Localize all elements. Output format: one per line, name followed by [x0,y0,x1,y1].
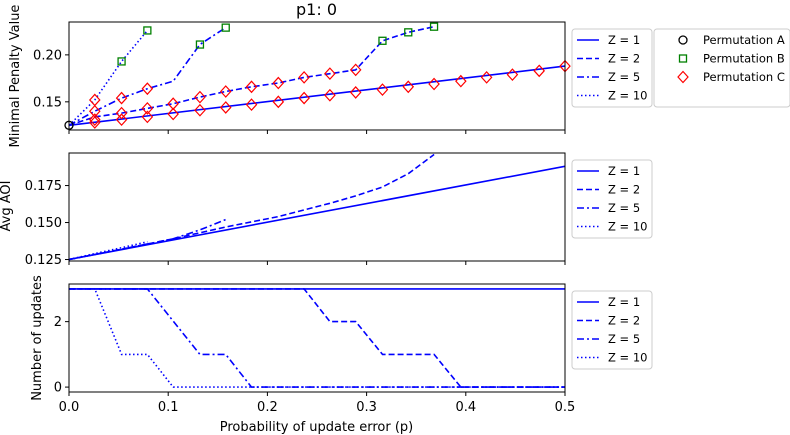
marker-permutation-b [221,23,230,32]
series-line-3 [69,218,226,261]
legend-label: Z = 2 [608,183,640,197]
plot-frame [68,152,566,262]
legend-label: Z = 5 [608,332,640,346]
panel-1: 0.15 0.20 Z = 1 Z = 2 Z = 5 Z = 10 Permutation… [33,21,790,134]
legend-label: Permutation A [703,33,785,47]
marker-permutation-b [143,26,152,35]
legend-label: Permutation C [703,70,785,84]
marker-permutation-c [298,91,310,105]
marker-permutation-c [402,80,415,94]
marker-permutation-c [115,106,128,120]
legend-label: Z = 2 [608,314,640,328]
marker-permutation-c [272,76,285,90]
series-line-1 [69,165,565,261]
legend-marker [678,35,688,45]
marker-permutation-c [141,102,154,115]
y-tick-label: 2 [54,315,62,330]
marker-permutation-c [141,82,154,96]
x-tick-label: 0.0 [59,400,80,415]
marker-permutation-c [428,77,440,91]
panel-3: 0 2 0.0 0.1 0.2 0.3 0.4 0.5 Z = 1 Z = 2 Z = 5 Z = 1… [54,283,653,415]
marker-permutation-c [298,71,310,84]
y-tick-label: 0.175 [25,179,62,194]
marker-permutation-c [506,68,519,81]
legend-label: Z = 2 [608,52,640,66]
x-tick-label: 0.3 [356,400,377,415]
series-line-2 [69,153,435,261]
marker-permutation-c [245,80,258,94]
marker-permutation-b [404,28,413,37]
series-line-4 [69,241,148,261]
legend-label: Z = 10 [608,89,647,103]
marker-permutation-c [272,95,285,109]
legend-box [571,28,653,108]
x-tick-label: 0.4 [455,400,476,415]
marker-permutation-c [376,83,389,97]
marker-permutation-c [349,86,362,99]
y-tick-label: 0.20 [33,48,62,63]
marker-permutation-b [195,40,205,49]
legend-label: Z = 1 [608,164,640,178]
marker-permutation-c [167,97,179,111]
marker-permutation-c [115,113,128,127]
marker-permutation-c [219,101,232,114]
y-axis-label-2: Avg AOI [0,181,14,232]
marker-permutation-c [88,104,101,118]
marker-permutation-c [480,71,493,84]
plot-frame [68,283,566,393]
y-axis-label-1: Minimal Penalty Value [8,5,23,148]
series-line-3 [69,26,227,127]
marker-permutation-c [455,74,467,88]
marker-permutation-c [88,93,101,107]
marker-permutation-b [429,22,439,31]
marker-permutation-c [349,63,362,77]
marker-permutation-c [167,107,179,121]
marker-permutation-c [115,91,128,105]
legend-box [571,159,653,239]
marker-permutation-b [117,57,126,66]
legend-label: Z = 10 [608,220,647,234]
legend-label: Permutation B [703,52,785,66]
marker-permutation-c [324,67,336,81]
y-tick-label: 0.125 [25,253,62,268]
marker-permutation-c [141,110,154,124]
marker-permutation-c [194,90,206,104]
legend-label: Z = 10 [608,351,647,365]
legend-label: Z = 5 [608,201,640,215]
legend-label: Z = 1 [608,295,640,309]
x-tick-label: 0.1 [158,400,179,415]
legend-label: Z = 1 [608,33,640,47]
series-line-2 [69,25,435,127]
series-line-2 [69,288,565,388]
legend-label: Z = 5 [608,70,640,84]
marker-permutation-c [88,113,101,127]
y-tick-label: 0 [54,381,62,396]
x-tick-label: 0.2 [257,400,278,415]
marker-permutation-b [378,36,387,45]
marker-permutation-c [533,64,546,78]
x-tick-label: 0.5 [555,400,576,415]
legend-box [571,290,653,370]
y-tick-label: 0.15 [33,95,62,110]
marker-permutation-c [219,85,232,98]
legend-box-markers [653,28,790,108]
y-axis-label-3: Number of updates [30,275,45,401]
legend-marker [677,70,689,84]
series-line-3 [69,288,565,388]
chart-title: p1: 0 [296,0,337,19]
x-axis-label: Probability of update error (p) [220,420,413,435]
plot-frame [68,21,566,131]
marker-permutation-c [245,98,258,112]
legend-marker [678,54,688,63]
panel-2: 0.125 0.150 0.175 Z = 1 Z = 2 Z = 5 Z = 10 [25,152,653,268]
y-tick-label: 0.150 [25,216,62,231]
marker-permutation-c [194,103,206,117]
series-line-4 [69,288,565,388]
marker-permutation-c [324,88,336,102]
